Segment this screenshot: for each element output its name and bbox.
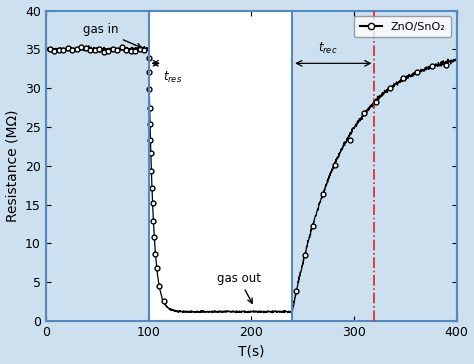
Y-axis label: Resistance (MΩ): Resistance (MΩ) xyxy=(6,110,19,222)
Bar xyxy=(292,11,456,321)
Text: gas in: gas in xyxy=(82,23,141,48)
Legend: ZnO/SnO₂: ZnO/SnO₂ xyxy=(354,16,451,37)
Text: $t_{res}$: $t_{res}$ xyxy=(163,70,182,85)
Text: gas out: gas out xyxy=(217,272,261,303)
Bar xyxy=(148,11,292,321)
Text: $t_{rec}$: $t_{rec}$ xyxy=(319,40,338,56)
Bar xyxy=(46,11,148,321)
X-axis label: T(s): T(s) xyxy=(238,344,264,359)
